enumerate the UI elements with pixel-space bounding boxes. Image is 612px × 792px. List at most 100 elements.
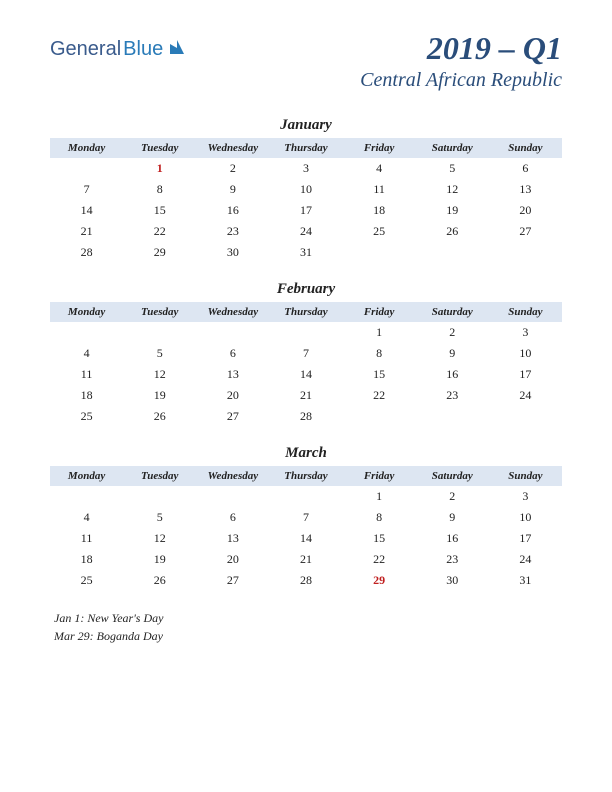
calendar-cell: 25 bbox=[343, 221, 416, 242]
month-block: MarchMondayTuesdayWednesdayThursdayFrida… bbox=[50, 445, 562, 591]
calendar-cell: 13 bbox=[196, 528, 269, 549]
calendar-cell: 21 bbox=[269, 385, 342, 406]
calendar-cell: 22 bbox=[123, 221, 196, 242]
calendar-cell: 27 bbox=[196, 570, 269, 591]
calendar-cell: 15 bbox=[343, 528, 416, 549]
logo-text-general: General bbox=[50, 38, 121, 61]
day-header: Wednesday bbox=[196, 138, 269, 158]
calendar-cell: 25 bbox=[50, 406, 123, 427]
calendar-cell: 17 bbox=[489, 528, 562, 549]
day-header: Saturday bbox=[416, 466, 489, 486]
calendar-cell bbox=[416, 242, 489, 263]
calendar-cell bbox=[123, 322, 196, 343]
calendar-cell: 16 bbox=[196, 200, 269, 221]
months-container: JanuaryMondayTuesdayWednesdayThursdayFri… bbox=[50, 117, 562, 591]
calendar-row: 25262728 bbox=[50, 406, 562, 427]
month-name: February bbox=[50, 281, 562, 298]
day-header: Sunday bbox=[489, 466, 562, 486]
calendar-cell bbox=[489, 242, 562, 263]
calendar-cell bbox=[343, 242, 416, 263]
day-header: Friday bbox=[343, 302, 416, 322]
calendar-cell bbox=[50, 486, 123, 507]
calendar-cell: 20 bbox=[196, 549, 269, 570]
calendar-cell: 4 bbox=[50, 507, 123, 528]
calendar-cell: 28 bbox=[269, 570, 342, 591]
calendar-cell: 22 bbox=[343, 385, 416, 406]
calendar-cell: 25 bbox=[50, 570, 123, 591]
calendar-cell bbox=[123, 486, 196, 507]
calendar-cell: 11 bbox=[50, 528, 123, 549]
calendar-cell: 8 bbox=[343, 507, 416, 528]
calendar-cell: 3 bbox=[489, 486, 562, 507]
calendar-cell: 10 bbox=[489, 507, 562, 528]
calendar-cell: 29 bbox=[343, 570, 416, 591]
calendar-row: 123456 bbox=[50, 158, 562, 179]
calendar-table: MondayTuesdayWednesdayThursdayFridaySatu… bbox=[50, 138, 562, 263]
calendar-cell: 7 bbox=[269, 507, 342, 528]
calendar-row: 18192021222324 bbox=[50, 549, 562, 570]
calendar-cell: 5 bbox=[123, 343, 196, 364]
calendar-cell: 14 bbox=[269, 528, 342, 549]
calendar-cell bbox=[196, 486, 269, 507]
calendar-cell: 13 bbox=[489, 179, 562, 200]
holiday-note: Mar 29: Boganda Day bbox=[54, 627, 562, 645]
month-block: FebruaryMondayTuesdayWednesdayThursdayFr… bbox=[50, 281, 562, 427]
calendar-cell: 31 bbox=[489, 570, 562, 591]
logo-icon bbox=[168, 38, 186, 61]
country-title: Central African Republic bbox=[360, 69, 562, 92]
calendar-cell: 4 bbox=[343, 158, 416, 179]
calendar-cell: 29 bbox=[123, 242, 196, 263]
calendar-cell: 3 bbox=[269, 158, 342, 179]
calendar-row: 28293031 bbox=[50, 242, 562, 263]
day-header: Thursday bbox=[269, 302, 342, 322]
calendar-cell: 14 bbox=[50, 200, 123, 221]
calendar-cell: 28 bbox=[50, 242, 123, 263]
day-header: Wednesday bbox=[196, 466, 269, 486]
calendar-cell bbox=[50, 158, 123, 179]
calendar-cell: 9 bbox=[196, 179, 269, 200]
calendar-cell: 19 bbox=[123, 549, 196, 570]
calendar-row: 11121314151617 bbox=[50, 528, 562, 549]
day-header: Friday bbox=[343, 138, 416, 158]
logo: GeneralBlue bbox=[50, 30, 186, 61]
calendar-cell: 4 bbox=[50, 343, 123, 364]
calendar-cell bbox=[489, 406, 562, 427]
calendar-cell bbox=[343, 406, 416, 427]
calendar-cell: 24 bbox=[269, 221, 342, 242]
calendar-cell: 12 bbox=[416, 179, 489, 200]
calendar-cell: 26 bbox=[123, 406, 196, 427]
holidays-list: Jan 1: New Year's DayMar 29: Boganda Day bbox=[50, 609, 562, 645]
day-header: Tuesday bbox=[123, 138, 196, 158]
calendar-cell: 16 bbox=[416, 528, 489, 549]
day-header: Saturday bbox=[416, 302, 489, 322]
calendar-cell: 6 bbox=[489, 158, 562, 179]
calendar-cell: 9 bbox=[416, 507, 489, 528]
month-block: JanuaryMondayTuesdayWednesdayThursdayFri… bbox=[50, 117, 562, 263]
calendar-cell: 18 bbox=[50, 385, 123, 406]
calendar-row: 21222324252627 bbox=[50, 221, 562, 242]
calendar-cell: 27 bbox=[196, 406, 269, 427]
day-header: Tuesday bbox=[123, 466, 196, 486]
calendar-cell: 19 bbox=[416, 200, 489, 221]
calendar-cell: 19 bbox=[123, 385, 196, 406]
day-header: Monday bbox=[50, 302, 123, 322]
calendar-cell: 30 bbox=[416, 570, 489, 591]
calendar-row: 18192021222324 bbox=[50, 385, 562, 406]
calendar-cell: 17 bbox=[489, 364, 562, 385]
calendar-cell: 9 bbox=[416, 343, 489, 364]
calendar-cell: 7 bbox=[269, 343, 342, 364]
quarter-title: 2019 – Q1 bbox=[360, 30, 562, 67]
day-header: Monday bbox=[50, 138, 123, 158]
calendar-cell bbox=[50, 322, 123, 343]
day-header: Thursday bbox=[269, 138, 342, 158]
calendar-row: 45678910 bbox=[50, 507, 562, 528]
calendar-cell: 10 bbox=[269, 179, 342, 200]
calendar-cell: 26 bbox=[416, 221, 489, 242]
day-header: Friday bbox=[343, 466, 416, 486]
title-block: 2019 – Q1 Central African Republic bbox=[360, 30, 562, 92]
logo-text-blue: Blue bbox=[123, 38, 163, 61]
calendar-cell: 1 bbox=[123, 158, 196, 179]
calendar-row: 14151617181920 bbox=[50, 200, 562, 221]
calendar-cell: 24 bbox=[489, 549, 562, 570]
calendar-cell: 27 bbox=[489, 221, 562, 242]
